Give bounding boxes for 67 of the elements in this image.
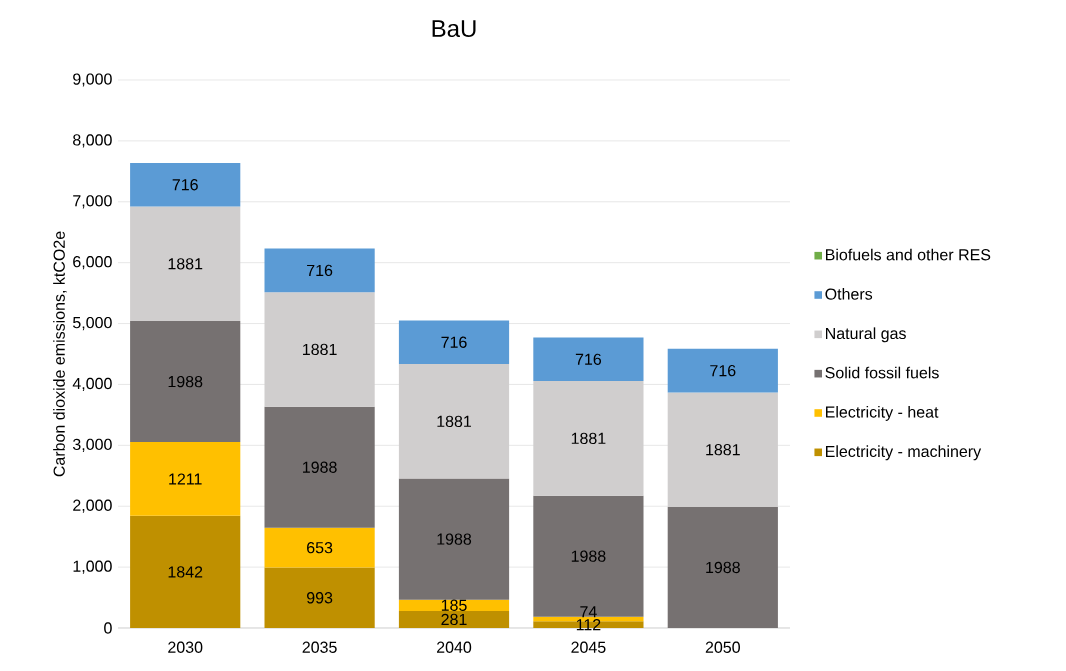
y-tick-label: 5,000 bbox=[73, 316, 112, 331]
bar bbox=[130, 162, 241, 207]
data-label: 1988 bbox=[706, 561, 740, 574]
x-tick-label: 2045 bbox=[571, 641, 606, 653]
data-label: 716 bbox=[710, 364, 736, 377]
bar bbox=[667, 506, 778, 628]
bar bbox=[398, 610, 510, 628]
legend-label: Electricity - machinery bbox=[826, 445, 982, 461]
data-label: 1881 bbox=[706, 444, 740, 456]
y-tick-label: 3,000 bbox=[72, 438, 112, 452]
data-label: 716 bbox=[307, 264, 333, 277]
bar bbox=[667, 348, 778, 393]
data-label: 1988 bbox=[168, 375, 203, 388]
data-label: 1988 bbox=[571, 550, 606, 562]
legend-label: Electricity - heat bbox=[826, 406, 939, 421]
bar bbox=[130, 321, 241, 443]
y-tick-label: 4,000 bbox=[72, 377, 112, 392]
data-label: 1211 bbox=[169, 473, 202, 485]
y-tick-label: 2,000 bbox=[73, 499, 112, 513]
y-tick-label: 9,000 bbox=[73, 73, 112, 87]
y-tick-label: 0 bbox=[104, 622, 112, 634]
bar bbox=[398, 364, 510, 479]
x-tick-label: 2035 bbox=[302, 641, 337, 653]
bar bbox=[533, 381, 644, 496]
x-tick-label: 2040 bbox=[437, 641, 472, 653]
bar bbox=[533, 337, 644, 382]
chart-title: BaU bbox=[432, 20, 476, 38]
data-label: 185 bbox=[441, 599, 467, 611]
data-label: 1842 bbox=[168, 566, 203, 578]
data-label: 716 bbox=[172, 179, 198, 191]
bar bbox=[264, 406, 375, 528]
data-label: 716 bbox=[441, 336, 467, 348]
bar bbox=[398, 320, 510, 365]
bar bbox=[264, 567, 375, 628]
bar bbox=[130, 206, 241, 322]
y-tick-label: 7,000 bbox=[73, 195, 112, 209]
data-label: 1881 bbox=[303, 343, 337, 356]
data-label: 74 bbox=[580, 606, 597, 618]
data-label: 1881 bbox=[437, 415, 472, 427]
data-label: 1881 bbox=[168, 258, 203, 270]
legend-label: Others bbox=[825, 288, 873, 300]
bar bbox=[667, 392, 778, 507]
bar bbox=[398, 599, 510, 611]
data-label: 716 bbox=[575, 353, 602, 365]
y-tick-label: 6,000 bbox=[73, 256, 112, 270]
legend-label: Biofuels and other RES bbox=[826, 248, 991, 261]
legend-label: Natural gas bbox=[826, 327, 906, 343]
data-label: 653 bbox=[307, 542, 333, 554]
y-tick-label: 1,000 bbox=[73, 560, 112, 574]
data-label: 993 bbox=[307, 592, 333, 604]
x-tick-label: 2030 bbox=[168, 641, 203, 653]
bar bbox=[130, 515, 241, 628]
bar bbox=[264, 292, 375, 407]
bar bbox=[264, 248, 375, 293]
x-tick-label: 2050 bbox=[705, 641, 740, 653]
bar bbox=[398, 478, 510, 600]
bar bbox=[264, 527, 375, 568]
bar bbox=[130, 442, 241, 516]
data-label: 112 bbox=[576, 619, 601, 631]
bar bbox=[533, 495, 644, 617]
data-label: 1881 bbox=[571, 432, 606, 445]
data-label: 281 bbox=[441, 613, 467, 626]
y-axis-title: Carbon dioxide emissions, ktCO2e bbox=[53, 231, 67, 477]
data-label: 1988 bbox=[303, 461, 337, 473]
data-label: 1988 bbox=[437, 533, 472, 545]
y-tick-label: 8,000 bbox=[73, 134, 112, 148]
legend-label: Solid fossil fuels bbox=[825, 366, 939, 379]
